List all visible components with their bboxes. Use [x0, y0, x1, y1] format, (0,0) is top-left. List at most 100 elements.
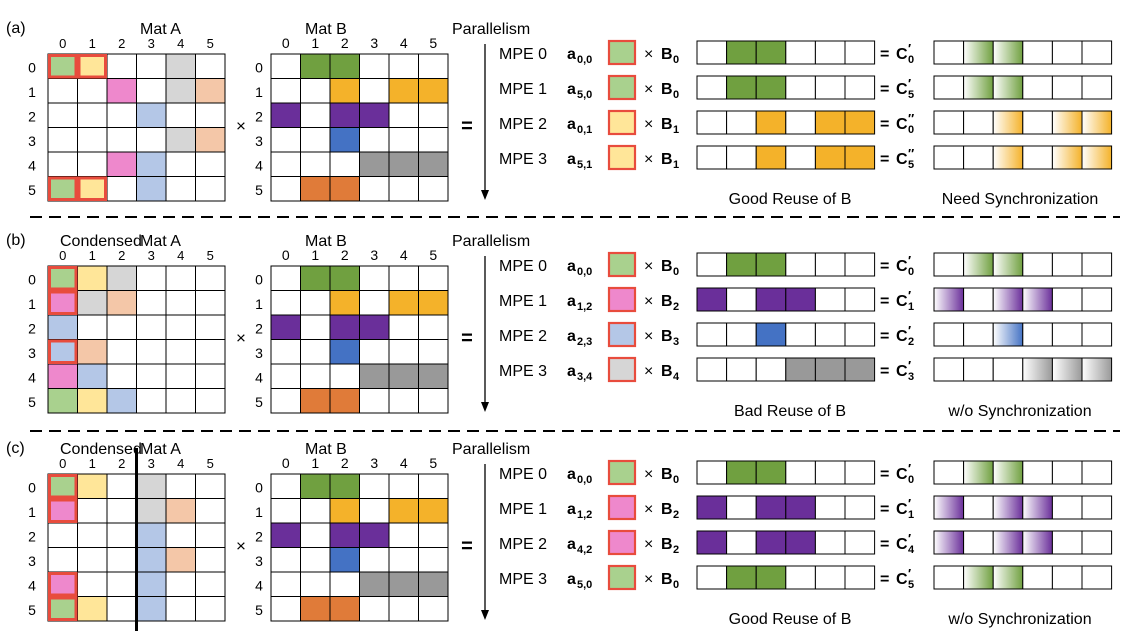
c-subscript: 1: [908, 301, 914, 313]
mat-b-cell: [418, 363, 449, 389]
b-row-label: B: [661, 116, 673, 133]
mat-b-col-index: 0: [282, 247, 290, 263]
c-row-cell: [992, 145, 1024, 170]
mat-a-cell: [47, 339, 78, 365]
mat-b-cell: [300, 522, 331, 548]
mat-b-col-index: 1: [311, 455, 319, 471]
mat-a-cell: [106, 571, 137, 597]
times-sign: ×: [644, 501, 653, 518]
mat-a-cell: [195, 314, 226, 340]
mat-b-col-index: 2: [341, 35, 349, 51]
mpe-label: MPE 2: [499, 328, 547, 345]
times-sign: ×: [644, 466, 653, 483]
caption-sync: w/o Synchronization: [947, 403, 1091, 420]
mat-a-cell: [195, 596, 226, 622]
b-row-cell: [814, 460, 846, 485]
mat-b-row-index: 1: [255, 84, 263, 100]
a-subscript: 5,0: [577, 89, 592, 101]
b-subscript: 0: [673, 474, 679, 486]
c-row-cell: [963, 357, 994, 382]
mat-a-cell: [77, 53, 108, 79]
a-value-cell: [607, 321, 637, 348]
mat-b-cell: [359, 127, 390, 153]
mat-a-cell: [106, 547, 137, 573]
times-sign: ×: [644, 258, 653, 275]
b-row-cell: [755, 495, 787, 520]
mat-b-cell: [329, 498, 360, 524]
b-row-cell: [844, 75, 876, 100]
b-row-cell: [844, 40, 876, 65]
mat-a-cell: [195, 339, 226, 365]
mat-a-cell: [165, 290, 196, 316]
b-row-cell: [844, 110, 876, 135]
mat-b-cell: [359, 498, 390, 524]
mat-b-row-index: 2: [255, 528, 263, 544]
b-row-cell: [814, 145, 846, 170]
c-row-cell: [1081, 460, 1113, 485]
times-sign: ×: [644, 293, 653, 310]
mat-a-cell: [77, 388, 108, 414]
condensed-label: Condensed: [60, 441, 142, 458]
mat-b-col-index: 5: [429, 247, 437, 263]
b-subscript: 2: [673, 509, 679, 521]
mat-b-col-index: 3: [370, 247, 378, 263]
times-sign: ×: [236, 329, 246, 348]
mat-a-title: Mat A: [140, 233, 181, 250]
mpe-label: MPE 3: [499, 571, 547, 588]
mat-b-title: Mat B: [305, 233, 347, 250]
mat-b-cell: [329, 265, 360, 291]
mat-a-cell: [195, 522, 226, 548]
mat-a-row-index: 4: [28, 577, 36, 593]
mat-a-cell: [195, 78, 226, 104]
mat-a-row-index: 5: [28, 182, 36, 198]
mat-a-cell: [106, 363, 137, 389]
mat-a-cell: [165, 473, 196, 499]
mat-a-col-index: 5: [207, 456, 214, 471]
mat-a-cell: [136, 498, 167, 524]
c-row-cell: [933, 460, 965, 485]
mat-a-row-index: 3: [28, 345, 36, 361]
mat-b-cell: [388, 339, 419, 365]
b-row-cell: [726, 75, 757, 100]
mat-a-cell: [165, 498, 196, 524]
mat-a-cell: [165, 363, 196, 389]
c-row-cell: [1022, 75, 1053, 100]
c-row-cell: [1022, 40, 1053, 65]
mat-a-cell: [106, 498, 137, 524]
a-subscript: 0,1: [577, 124, 592, 136]
b-row-cell: [755, 460, 787, 485]
mat-a-cell: [136, 265, 167, 291]
mat-a-cell: [136, 78, 167, 104]
mat-a-cell: [47, 314, 78, 340]
mat-b-cell: [359, 176, 390, 202]
equals-sign: =: [461, 328, 473, 350]
selected-cell-highlight: [48, 498, 78, 523]
mat-a-col-index: 5: [207, 36, 214, 51]
mat-a-cell: [136, 473, 167, 499]
caption-reuse: Bad Reuse of B: [734, 403, 846, 420]
mpe-label: MPE 0: [499, 258, 547, 275]
b-row-cell: [726, 252, 757, 277]
mat-a-cell: [165, 53, 196, 79]
equals-sign: =: [461, 536, 473, 558]
b-row-cell: [844, 145, 876, 170]
b-row-cell: [726, 530, 757, 555]
mat-a-cell: [77, 127, 108, 153]
mat-b-row-index: 5: [255, 602, 263, 618]
mat-a-cell: [77, 522, 108, 548]
mat-b-cell: [270, 571, 301, 597]
c-prime: ′: [908, 288, 911, 303]
mat-a-cell: [77, 571, 108, 597]
c-prime: ′: [908, 253, 911, 268]
mat-b-cell: [270, 498, 301, 524]
mat-a-row-index: 2: [28, 528, 36, 544]
c-row-cell: [963, 110, 994, 135]
mat-a-cell: [77, 339, 108, 365]
mat-a-cell: [47, 363, 78, 389]
mat-a-cell: [136, 176, 167, 202]
mat-b-cell: [270, 102, 301, 128]
mat-b-cell: [329, 78, 360, 104]
mat-b-cell: [300, 53, 331, 79]
a-element: a: [567, 116, 576, 133]
c-row-cell: [963, 565, 994, 590]
